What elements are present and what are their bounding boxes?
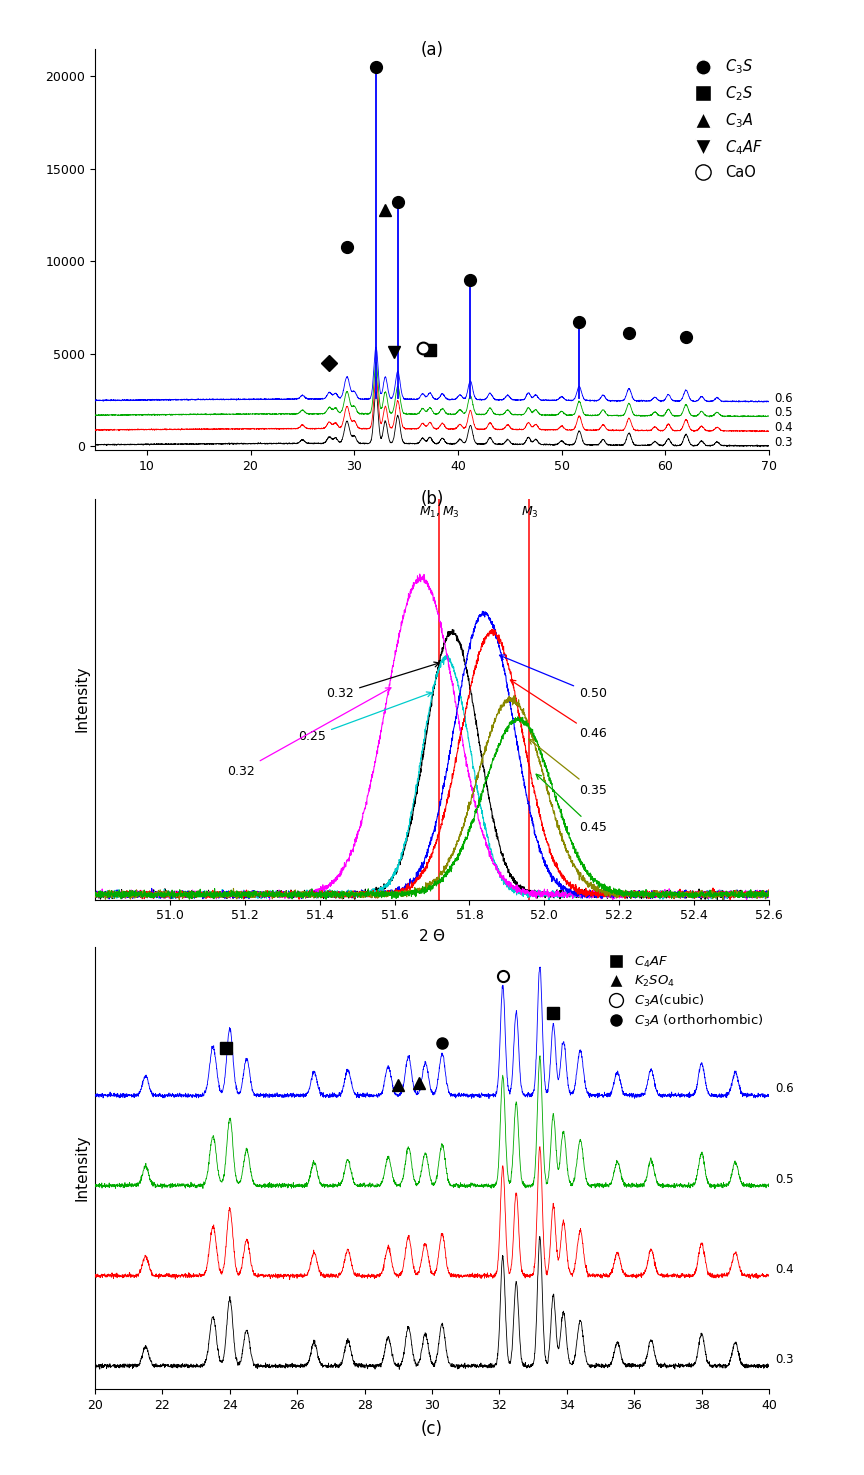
Legend: $C_3S$, $C_2S$, $C_3A$, $C_4AF$, CaO: $C_3S$, $C_2S$, $C_3A$, $C_4AF$, CaO xyxy=(683,52,768,186)
Text: 0.6: 0.6 xyxy=(774,391,793,404)
Text: 0.5: 0.5 xyxy=(776,1173,794,1186)
Text: 0.35: 0.35 xyxy=(529,739,607,797)
Legend: $C_4AF$, $K_2SO_4$, $C_3A$(cubic), $C_3A$ (orthorhombic): $C_4AF$, $K_2SO_4$, $C_3A$(cubic), $C_3A… xyxy=(597,948,769,1034)
Text: 0.45: 0.45 xyxy=(537,774,607,833)
Text: 0.3: 0.3 xyxy=(776,1353,794,1366)
X-axis label: 2 $\Theta$: 2 $\Theta$ xyxy=(418,928,446,944)
Text: $M_3$: $M_3$ xyxy=(520,504,538,521)
Text: (c): (c) xyxy=(421,1420,443,1438)
Text: 0.32: 0.32 xyxy=(227,687,391,777)
Text: 0.6: 0.6 xyxy=(776,1083,794,1096)
Text: 0.25: 0.25 xyxy=(298,692,432,743)
Text: (b): (b) xyxy=(420,491,444,509)
Text: 0.3: 0.3 xyxy=(774,437,792,448)
Y-axis label: Intensity: Intensity xyxy=(74,665,90,733)
Text: $M_1,M_3$: $M_1,M_3$ xyxy=(419,504,460,521)
Y-axis label: Intensity: Intensity xyxy=(74,1134,90,1202)
Text: 0.5: 0.5 xyxy=(774,407,792,419)
Text: (a): (a) xyxy=(421,41,443,59)
Text: 0.4: 0.4 xyxy=(774,422,793,434)
Text: 0.4: 0.4 xyxy=(776,1263,794,1276)
Text: 0.46: 0.46 xyxy=(511,680,607,740)
Text: 0.32: 0.32 xyxy=(327,662,439,701)
Text: 0.50: 0.50 xyxy=(499,655,607,701)
